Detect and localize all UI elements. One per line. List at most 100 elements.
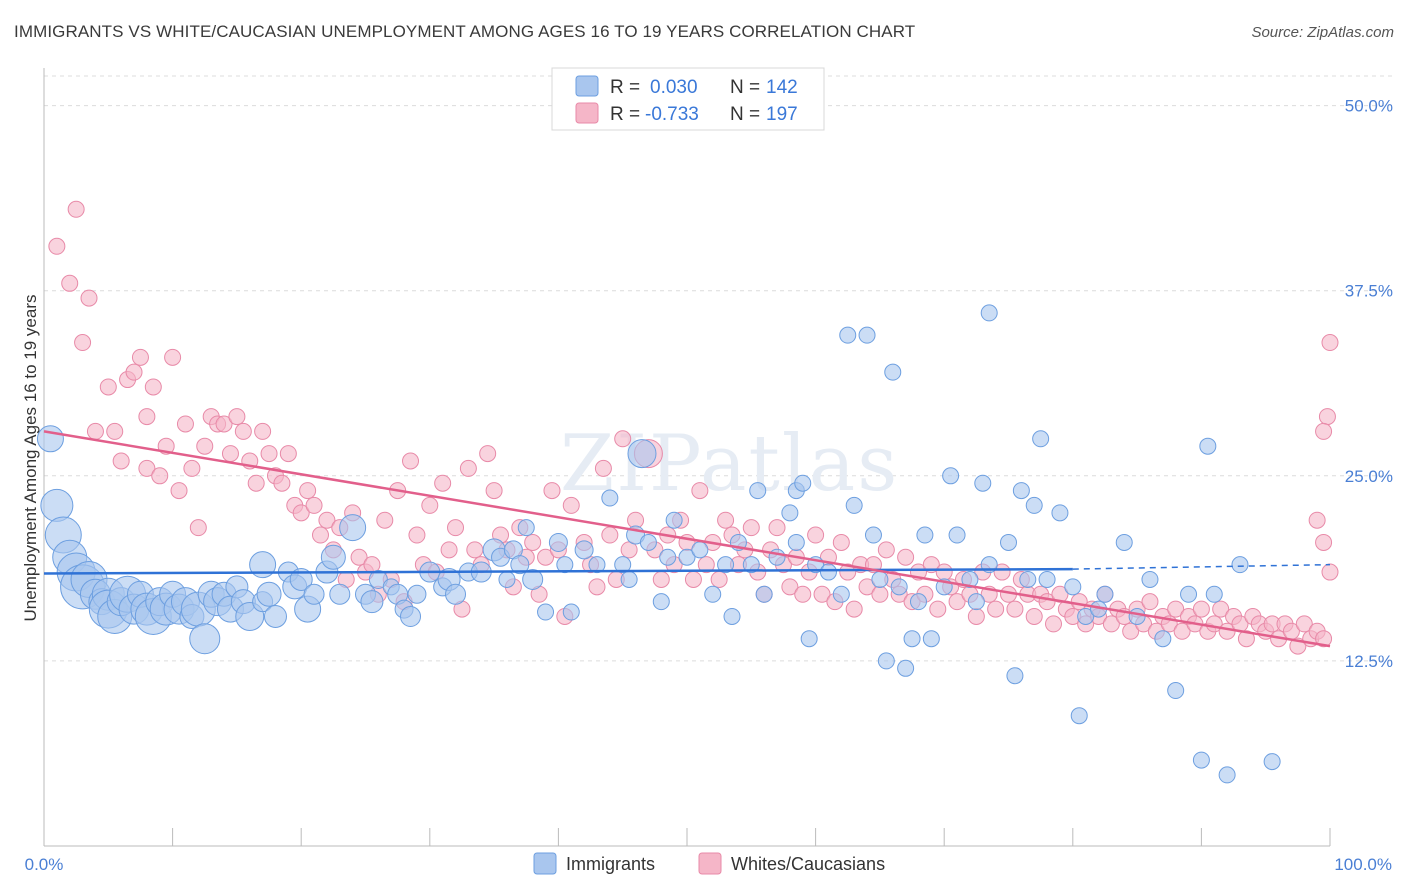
legend-n-immigrants: 142 [766,77,798,98]
whites-point [858,578,876,596]
immigrants-point [320,544,346,570]
bottom-legend-swatch-immigrants [533,852,557,875]
whites-point [151,467,169,485]
immigrants-point [620,570,638,588]
immigrants-point [787,533,805,551]
legend-swatch-immigrants [575,75,599,97]
immigrants-point [574,540,594,560]
immigrants-point [1032,430,1050,448]
x-tick-labels: 0.0% 100.0% [25,855,1392,874]
immigrants-point [871,570,889,588]
whites-point [594,459,612,477]
legend-r-immigrants: 0.030 [650,77,698,98]
whites-point [485,482,503,500]
whites-point [138,459,156,477]
whites-point [189,519,207,537]
source-label: Source: ZipAtlas.com [1251,24,1394,41]
whites-point [402,452,420,470]
immigrants-point [256,581,282,607]
whites-point [562,496,580,514]
immigrants-point [903,630,921,648]
whites-point [228,408,246,426]
whites-point [67,200,85,218]
whites-point [588,578,606,596]
immigrants-point [845,496,863,514]
immigrants-point [303,583,325,605]
whites-point [652,570,670,588]
whites-point [948,593,966,611]
immigrants-point [1064,578,1082,596]
immigrants-point [1077,607,1095,625]
immigrants-point [1038,570,1056,588]
whites-point [421,496,439,514]
y-tick-labels: 12.5% 25.0% 37.5% 50.0% [1345,97,1393,671]
immigrants-point [588,556,606,574]
immigrants-point [704,585,722,603]
whites-point [1102,615,1120,633]
whites-point [794,585,812,603]
whites-point [929,600,947,618]
whites-point [1318,408,1336,426]
whites-point [125,363,143,381]
legend-box: R = 0.030 N = 142 R = -0.733 N = 197 [551,67,825,131]
whites-point [742,519,760,537]
whites-point [710,570,728,588]
y-tick-label: 37.5% [1345,282,1393,301]
whites-point [318,511,336,529]
whites-point [305,496,323,514]
whites-point [832,533,850,551]
immigrants-point [1231,556,1249,574]
whites-point [260,445,278,463]
whites-point [543,482,561,500]
immigrants-point [556,556,574,574]
whites-point [376,511,394,529]
immigrants-point [510,555,530,575]
immigrants-point [897,659,915,677]
whites-point [768,519,786,537]
whites-point [1173,622,1191,640]
whites-point [993,563,1011,581]
whites-point [106,422,124,440]
immigrants-point [548,532,568,552]
whites-point [813,585,831,603]
immigrants-point [877,652,895,670]
whites-point [1167,600,1185,618]
immigrants-point [1141,570,1159,588]
immigrants-point [339,514,367,542]
whites-point [987,600,1005,618]
whites-point [691,482,709,500]
immigrants-point [1019,570,1037,588]
legend-n-whites: 197 [766,104,798,125]
immigrants-point [407,584,427,604]
immigrants-point [839,326,857,344]
whites-point [144,378,162,396]
whites-point [935,563,953,581]
y-tick-label: 50.0% [1345,97,1393,116]
immigrants-point [1192,751,1210,769]
whites-point [99,378,117,396]
axes [43,68,1331,847]
immigrants-point [639,533,657,551]
whites-point [807,526,825,544]
immigrants-point [249,551,277,579]
whites-point [877,541,895,559]
immigrants-point [601,489,619,507]
immigrants-point [36,425,64,453]
immigrants-point [1006,667,1024,685]
whites-point [1122,622,1140,640]
immigrants-point [967,593,985,611]
whites-point [215,415,233,433]
immigrants-point [1263,753,1281,771]
immigrants-point [1180,585,1198,603]
immigrants-point [942,467,960,485]
whites-point [434,474,452,492]
x-tick-label: 100.0% [1334,855,1392,874]
whites-point [1045,615,1063,633]
immigrants-point [916,526,934,544]
immigrants-point [1128,607,1146,625]
whites-point [80,289,98,307]
whites-point [1141,593,1159,611]
legend-n-label: N = [730,104,760,125]
immigrants-point [884,363,902,381]
